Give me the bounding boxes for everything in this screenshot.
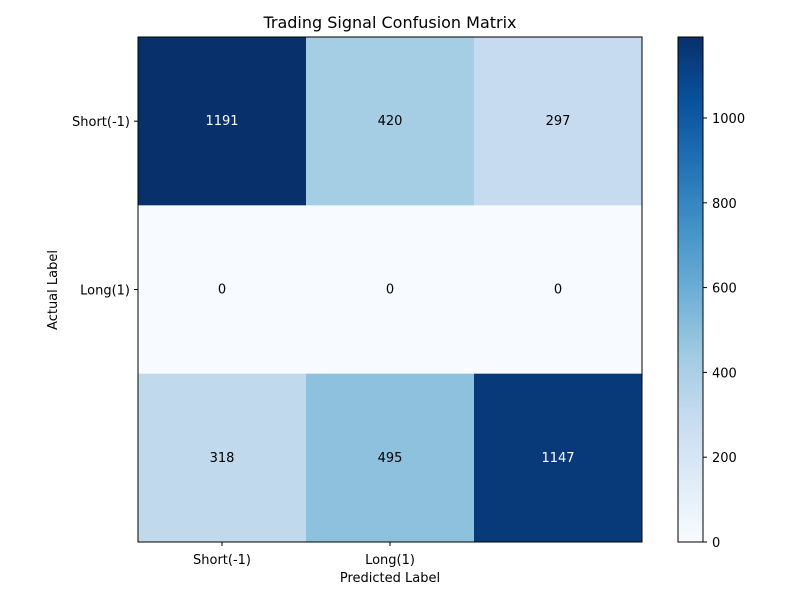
heatmap-cell [138, 205, 307, 375]
colorbar-tick-label: 0 [712, 536, 720, 551]
cell-value-label: 318 [210, 451, 235, 466]
y-tick-label: Long(1) [80, 284, 130, 299]
cell-value-label: 1191 [205, 114, 238, 129]
cell-value-label: 0 [218, 283, 226, 298]
heatmap-cell [306, 205, 475, 375]
colorbar-ticks: 0 200 400 600 800 1000 [703, 112, 745, 551]
cell-value-label: 297 [546, 114, 571, 129]
heatmap-cells [138, 37, 643, 543]
heatmap-cell [306, 373, 475, 543]
cell-value-label: 0 [386, 283, 394, 298]
heatmap-cell [138, 373, 307, 543]
cell-value-label: 420 [378, 114, 403, 129]
cell-value-label: 1147 [541, 451, 574, 466]
y-tick-label: Short(-1) [72, 115, 130, 130]
heatmap-cell [474, 373, 643, 543]
y-axis-ticks: Short(-1) Long(1) [72, 115, 138, 299]
heatmap-cell [474, 37, 643, 206]
heatmap-cell [306, 37, 475, 206]
heatmap-cell [474, 205, 643, 375]
x-tick-label: Short(-1) [193, 553, 251, 568]
colorbar-tick-label: 200 [712, 451, 737, 466]
chart-title: Trading Signal Confusion Matrix [262, 13, 516, 32]
y-axis-label: Actual Label [46, 250, 61, 330]
colorbar-tick-label: 800 [712, 197, 737, 212]
colorbar-tick-label: 400 [712, 366, 737, 381]
colorbar-tick-label: 1000 [712, 112, 745, 127]
x-axis-label: Predicted Label [340, 571, 440, 586]
heatmap-cell [138, 37, 307, 206]
x-tick-label: Long(1) [365, 553, 415, 568]
cell-value-label: 0 [554, 283, 562, 298]
colorbar [677, 36, 704, 543]
cell-value-label: 495 [378, 451, 403, 466]
colorbar-tick-label: 600 [712, 282, 737, 297]
x-axis-ticks: Short(-1) Long(1) [193, 542, 415, 568]
heatmap-cell-labels: 1191 420 297 0 0 0 318 495 1147 [205, 114, 574, 466]
